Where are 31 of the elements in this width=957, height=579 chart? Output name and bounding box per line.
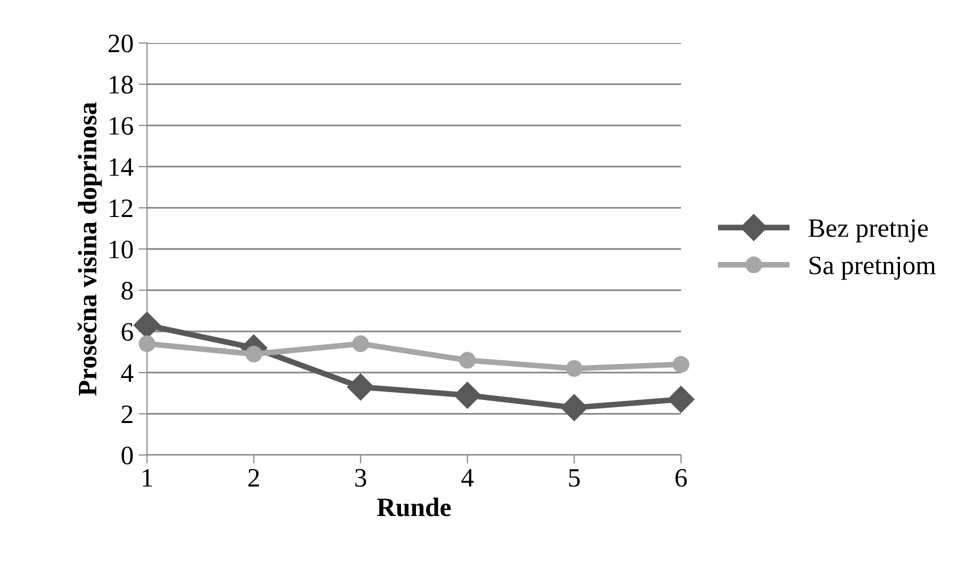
y-tick-label: 20 [108,34,133,52]
y-tick-label: 18 [110,76,133,94]
x-tick-label: 5 [569,469,580,487]
x-tick-label: 6 [676,469,687,487]
y-tick-label: 10 [110,240,133,258]
x-tick-label: 4 [461,469,474,487]
point [560,394,588,422]
legend-label: Sa pretnjom [810,256,936,280]
y-tick-label: 14 [110,158,134,176]
point [672,356,690,373]
point [668,386,694,413]
point [347,374,374,400]
y-tick-label: 2 [122,405,132,423]
y-tick-label: 16 [110,117,134,135]
y-tick-label: 4 [121,364,134,382]
x-tick-label: 2 [248,469,259,487]
y-tick-label: 0 [122,446,133,464]
y-tick-label: 12 [110,199,132,217]
x-tick-label: 1 [142,469,152,487]
point [138,335,156,352]
point [459,352,476,369]
point [245,346,262,362]
y-tick-label: 8 [122,282,133,300]
x-tick-label: 3 [355,469,366,487]
y-axis-title: Prosečna visina doprinosa [78,102,102,396]
point [454,382,481,409]
y-tick-label: 6 [122,323,134,341]
x-axis-title: Runde [377,498,451,516]
legend-label: Bez pretnje [808,219,928,242]
point [566,360,583,377]
point [352,335,369,352]
